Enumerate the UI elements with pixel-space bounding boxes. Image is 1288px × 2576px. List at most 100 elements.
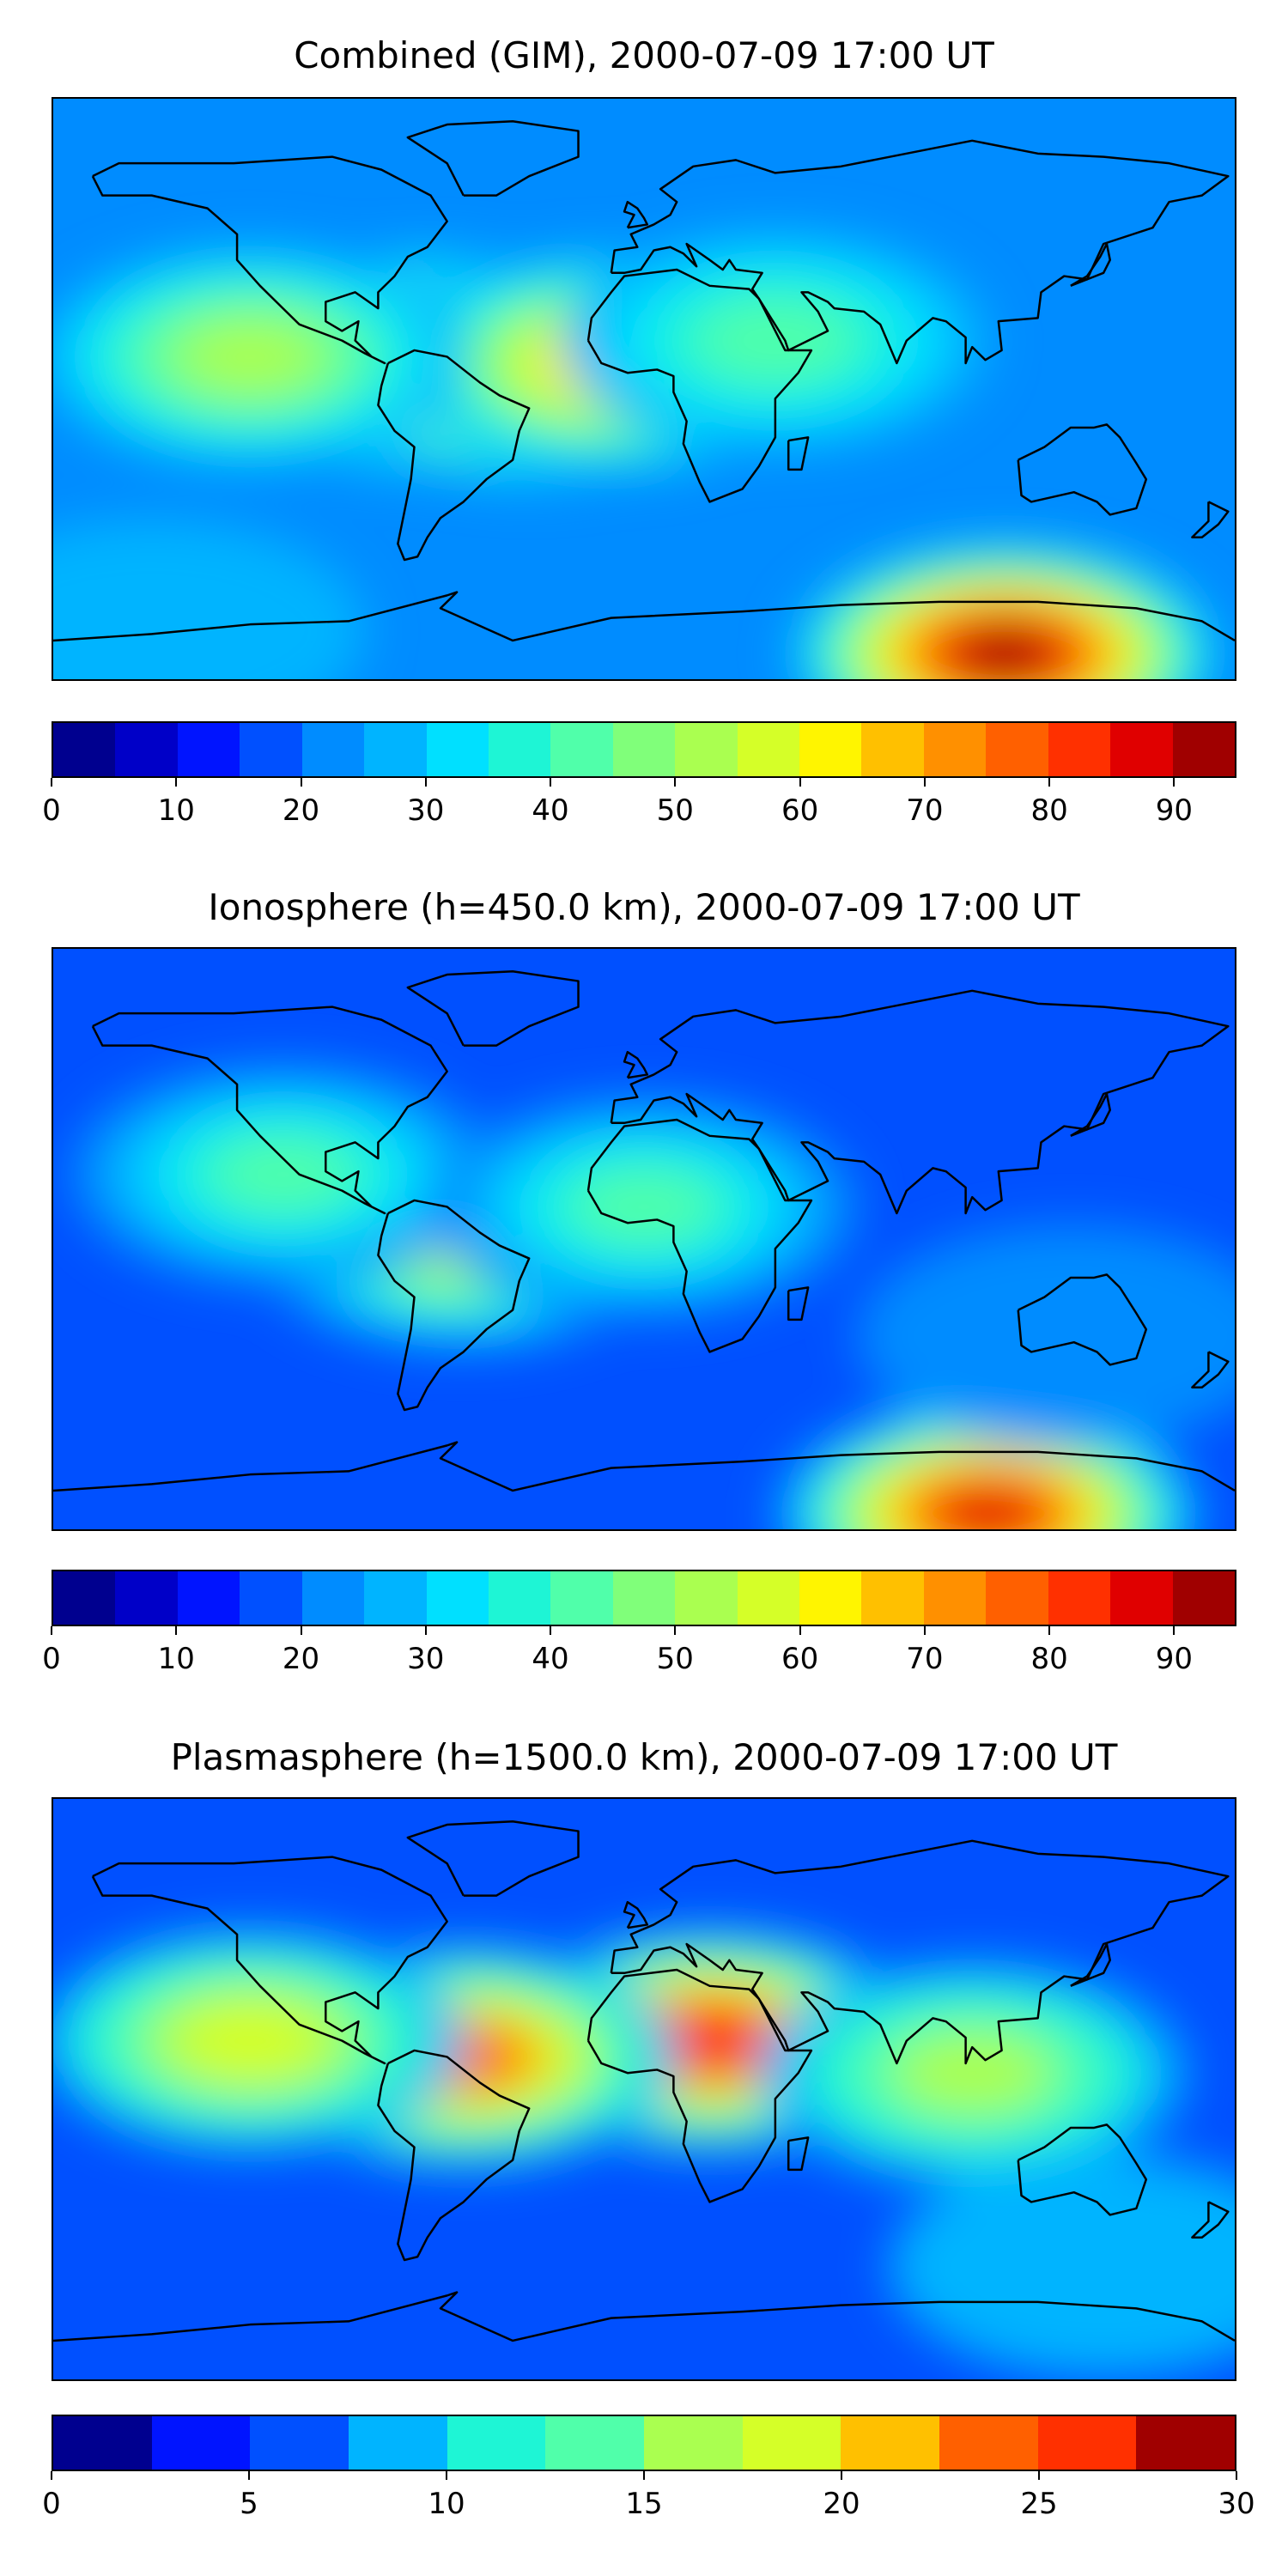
colorbar-cell: [426, 723, 489, 776]
colorbar-cell: [1048, 723, 1111, 776]
coastline: [53, 591, 1235, 642]
colorbar-cell: [737, 1571, 800, 1625]
colorbar-cell: [53, 2416, 152, 2470]
coastline: [1017, 1273, 1148, 1366]
coastline: [623, 1050, 649, 1079]
colorbar-cell: [550, 723, 613, 776]
colorbar-tick: [300, 1626, 302, 1635]
coastline: [1070, 242, 1111, 287]
colorbar-cell: [675, 1571, 738, 1625]
ionosphere-colorbar-ticks: 0 10 20 30 40 50 60 70 80 90: [42, 1626, 1236, 1678]
coastline: [53, 2291, 1235, 2342]
colorbar-tick-label: 0: [42, 1642, 61, 1676]
colorbar-tick: [1173, 778, 1176, 787]
colorbar-tick-label: 25: [1020, 2487, 1058, 2521]
colorbar-cell: [53, 1571, 116, 1625]
colorbar-tick: [1038, 2471, 1040, 2480]
colorbar-tick: [643, 2471, 645, 2480]
colorbar-cell: [177, 1571, 240, 1625]
colorbar-cell: [250, 2416, 349, 2470]
coastline: [1017, 2123, 1148, 2216]
ionosphere-map: [52, 947, 1236, 1531]
colorbar-cell: [742, 2416, 841, 2470]
colorbar-tick-label: 20: [282, 793, 320, 828]
coastline: [787, 436, 810, 471]
coastline: [1191, 501, 1230, 539]
coastline: [377, 1199, 531, 1412]
colorbar-tick-label: 10: [157, 1642, 195, 1676]
colorbar-tick-label: 10: [428, 2487, 465, 2521]
coastline: [586, 268, 813, 503]
coastline: [91, 1856, 448, 2065]
colorbar-tick-label: 0: [42, 2487, 61, 2521]
colorbar-cell: [301, 1571, 365, 1625]
coastline: [91, 155, 448, 365]
field-contour: [856, 1224, 1235, 1447]
colorbar-tick-label: 50: [656, 1642, 694, 1676]
colorbar-tick-label: 70: [906, 1642, 944, 1676]
field-contour: [653, 2012, 767, 2070]
map-title: Ionosphere (h=450.0 km), 2000-07-09 17:0…: [208, 886, 1080, 928]
plasmasphere-colorbar-ticks: 0 5 10 15 20 25 30: [42, 2471, 1255, 2523]
colorbar-tick: [799, 1626, 801, 1635]
colorbar-cell: [1172, 723, 1236, 776]
colorbar-tick-label: 30: [407, 1642, 445, 1676]
colorbar-cell: [644, 2416, 743, 2470]
colorbar-cell: [986, 1571, 1048, 1625]
colorbar-cell: [115, 723, 178, 776]
colorbar-cell: [923, 723, 987, 776]
coastline: [1017, 423, 1148, 516]
coastline: [610, 989, 1230, 1215]
colorbar-tick-label: 50: [656, 793, 694, 828]
colorbar-tick-label: 90: [1155, 1642, 1193, 1676]
colorbar-tick-label: 80: [1030, 1642, 1068, 1676]
colorbar-cell: [115, 1571, 178, 1625]
field-contour: [889, 2155, 1235, 2378]
colorbar-cell: [737, 723, 800, 776]
colorbar-tick: [51, 778, 52, 787]
field-contour: [892, 2032, 1052, 2114]
coastline: [53, 1441, 1235, 1492]
colorbar-cell: [53, 723, 116, 776]
colorbar-cell: [488, 1571, 551, 1625]
colorbar-tick-label: 30: [1218, 2487, 1255, 2521]
field-contour: [696, 300, 855, 381]
colorbar-tick-label: 60: [781, 1642, 819, 1676]
field-contour: [574, 1170, 714, 1243]
coastline: [1191, 1351, 1230, 1389]
colorbar-tick-label: 40: [532, 793, 569, 828]
colorbar-tick: [923, 778, 926, 787]
ionosphere-colorbar: [52, 1570, 1236, 1626]
colorbar-cell: [1037, 2416, 1137, 2470]
coastline: [623, 200, 649, 229]
coastline: [610, 139, 1230, 365]
colorbar-cell: [550, 1571, 613, 1625]
plasmasphere-map-canvas: [53, 1799, 1235, 2379]
combined-map-canvas: [53, 99, 1235, 679]
colorbar-tick: [1236, 2471, 1237, 2480]
colorbar-tick-label: 5: [240, 2487, 258, 2521]
colorbar-tick: [248, 2471, 250, 2480]
plasmasphere-map: [52, 1797, 1236, 2381]
colorbar-cell: [1110, 723, 1173, 776]
field-contour: [179, 2004, 321, 2077]
colorbar-cell: [488, 723, 551, 776]
coastline: [623, 1900, 649, 1929]
colorbar-cell: [986, 723, 1048, 776]
colorbar-cell: [240, 723, 302, 776]
colorbar-cell: [675, 723, 738, 776]
plasmasphere-colorbar: [52, 2415, 1236, 2471]
colorbar-tick-label: 60: [781, 793, 819, 828]
coastline: [91, 1005, 448, 1215]
field-contour: [53, 519, 366, 679]
field-contour: [185, 324, 315, 390]
combined-map: [52, 97, 1236, 681]
combined-colorbar: [52, 721, 1236, 778]
colorbar-cell: [151, 2416, 251, 2470]
colorbar-cell: [447, 2416, 546, 2470]
coastline: [406, 1820, 580, 1897]
colorbar-tick: [424, 1626, 427, 1635]
colorbar-tick: [1048, 778, 1051, 787]
colorbar-tick: [1173, 1626, 1176, 1635]
colorbar-cell: [1110, 1571, 1173, 1625]
